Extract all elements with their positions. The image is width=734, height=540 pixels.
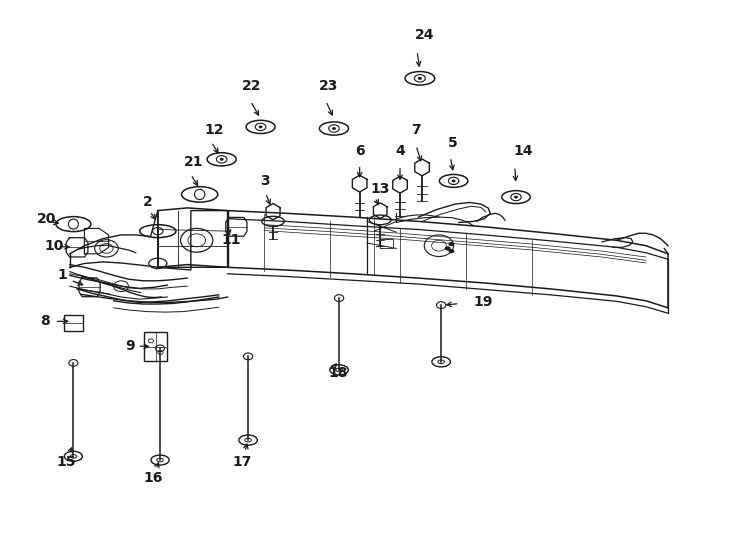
Text: 11: 11: [222, 233, 241, 247]
Text: 17: 17: [233, 455, 252, 469]
Text: 20: 20: [37, 212, 56, 226]
Circle shape: [445, 246, 451, 251]
Bar: [144, 332, 167, 361]
Text: 14: 14: [514, 144, 534, 158]
Text: 6: 6: [355, 144, 365, 158]
Text: 5: 5: [448, 136, 457, 150]
Bar: [64, 315, 83, 330]
Text: 22: 22: [242, 79, 262, 93]
Circle shape: [448, 249, 454, 253]
Text: 18: 18: [329, 366, 349, 380]
Text: 9: 9: [125, 339, 134, 353]
Circle shape: [448, 242, 454, 246]
Circle shape: [219, 158, 224, 161]
Text: 21: 21: [184, 155, 203, 169]
Text: 2: 2: [143, 195, 153, 210]
Text: 1: 1: [57, 268, 67, 282]
Text: 4: 4: [395, 144, 405, 158]
Text: 24: 24: [415, 28, 435, 42]
Text: 19: 19: [473, 295, 493, 309]
Circle shape: [418, 77, 422, 80]
Text: 10: 10: [44, 239, 63, 253]
Text: 12: 12: [204, 123, 224, 137]
Text: 7: 7: [411, 123, 421, 137]
Circle shape: [451, 179, 456, 183]
Text: 3: 3: [261, 174, 270, 188]
Circle shape: [514, 195, 518, 199]
Circle shape: [332, 127, 336, 130]
Text: 15: 15: [57, 455, 76, 469]
Text: 13: 13: [371, 182, 390, 196]
Text: 23: 23: [319, 79, 338, 93]
Text: 16: 16: [143, 471, 162, 485]
Text: 8: 8: [40, 314, 50, 328]
Circle shape: [258, 125, 263, 129]
